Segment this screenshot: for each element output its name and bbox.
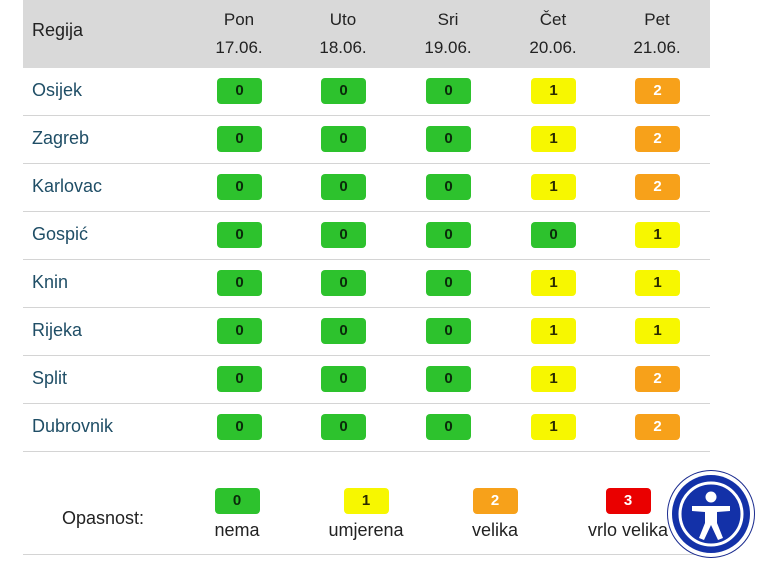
day-date: 19.06. [424, 38, 472, 57]
legend-badge: 0 [214, 488, 260, 514]
danger-badge: 0 [217, 222, 262, 248]
legend-badge: 2 [472, 488, 518, 514]
danger-badge: 1 [635, 270, 680, 296]
table-row: Karlovac 0 0 0 1 2 [23, 164, 710, 212]
region-link-knin[interactable]: Knin [32, 272, 69, 292]
table-row: Gospić 0 0 0 0 1 [23, 212, 710, 260]
legend-title: Opasnost: [62, 508, 145, 528]
danger-badge: 0 [321, 414, 366, 440]
danger-badge: 2 [635, 174, 680, 200]
day-header-wed: Sri 19.06. [403, 6, 493, 62]
legend-badge: 1 [343, 488, 389, 514]
danger-badge: 0 [217, 126, 262, 152]
danger-badge: 1 [531, 414, 576, 440]
table-row: Split 0 0 0 1 2 [23, 356, 710, 404]
danger-badge: 1 [531, 126, 576, 152]
danger-badge: 0 [426, 126, 471, 152]
danger-badge: 1 [531, 174, 576, 200]
danger-badge: 0 [217, 174, 262, 200]
region-link-dubrovnik[interactable]: Dubrovnik [32, 416, 114, 436]
danger-badge: 0 [531, 222, 576, 248]
day-header-thu: Čet 20.06. [508, 6, 598, 62]
danger-badge: 2 [635, 126, 680, 152]
day-header-fri: Pet 21.06. [612, 6, 702, 62]
danger-badge: 2 [635, 414, 680, 440]
legend-item-none: 0 nema [172, 488, 302, 541]
legend-label: velika [471, 520, 519, 540]
day-name: Sri [437, 10, 459, 29]
region-link-osijek[interactable]: Osijek [32, 80, 83, 100]
danger-badge: 0 [426, 78, 471, 104]
legend-item-very-high: 3 vrlo velika [563, 488, 693, 541]
danger-badge: 1 [635, 222, 680, 248]
region-column-header: Regija [32, 20, 84, 40]
danger-badge: 0 [321, 174, 366, 200]
day-date: 21.06. [633, 38, 681, 57]
day-name: Pet [644, 10, 670, 29]
danger-badge: 1 [531, 78, 576, 104]
table-row: Dubrovnik 0 0 0 1 2 [23, 404, 710, 452]
day-name: Pon [223, 10, 255, 29]
danger-badge: 0 [321, 318, 366, 344]
region-link-zagreb[interactable]: Zagreb [32, 128, 90, 148]
danger-badge: 0 [426, 414, 471, 440]
table-row: Rijeka 0 0 0 1 1 [23, 308, 710, 356]
danger-badge: 0 [321, 366, 366, 392]
legend-badge: 3 [605, 488, 651, 514]
day-name: Čet [539, 10, 567, 29]
day-date: 17.06. [215, 38, 263, 57]
accessibility-button-face [672, 475, 750, 553]
day-date: 20.06. [529, 38, 577, 57]
day-date: 18.06. [319, 38, 367, 57]
table-row: Osijek 0 0 0 1 2 [23, 68, 710, 116]
table-row: Knin 0 0 0 1 1 [23, 260, 710, 308]
legend-label: nema [214, 520, 260, 540]
danger-badge: 0 [217, 414, 262, 440]
danger-badge: 0 [426, 174, 471, 200]
legend-item-moderate: 1 umjerena [301, 488, 431, 541]
accessibility-button[interactable] [668, 471, 754, 557]
danger-badge: 0 [426, 366, 471, 392]
danger-badge: 0 [426, 318, 471, 344]
region-link-karlovac[interactable]: Karlovac [32, 176, 103, 196]
table-row: Zagreb 0 0 0 1 2 [23, 116, 710, 164]
danger-badge: 1 [531, 366, 576, 392]
danger-badge: 0 [217, 318, 262, 344]
day-header-tue: Uto 18.06. [298, 6, 388, 62]
danger-badge: 0 [217, 78, 262, 104]
danger-badge: 0 [321, 126, 366, 152]
accessibility-person-icon [678, 481, 744, 547]
forecast-table: Regija Pon 17.06. Uto 18.06. Sri 19.06. … [23, 0, 710, 452]
danger-badge: 2 [635, 78, 680, 104]
day-header-mon: Pon 17.06. [194, 6, 284, 62]
legend-label: umjerena [328, 520, 404, 540]
danger-badge: 1 [531, 270, 576, 296]
legend-item-high: 2 velika [430, 488, 560, 541]
danger-badge: 0 [426, 222, 471, 248]
danger-badge: 0 [426, 270, 471, 296]
table-header: Regija Pon 17.06. Uto 18.06. Sri 19.06. … [23, 0, 710, 68]
region-link-split[interactable]: Split [32, 368, 68, 388]
danger-badge: 1 [531, 318, 576, 344]
danger-badge: 0 [321, 222, 366, 248]
danger-badge: 2 [635, 366, 680, 392]
danger-badge: 0 [321, 270, 366, 296]
table-body: Osijek 0 0 0 1 2 Zagreb 0 0 0 1 2 Karlov… [23, 68, 710, 452]
danger-badge: 0 [217, 270, 262, 296]
danger-legend: Opasnost: 0 nema 1 umjerena 2 velika 3 v… [23, 470, 710, 555]
danger-badge: 0 [321, 78, 366, 104]
legend-label: vrlo velika [587, 520, 669, 540]
region-link-gospic[interactable]: Gospić [32, 224, 89, 244]
region-link-rijeka[interactable]: Rijeka [32, 320, 83, 340]
danger-badge: 0 [217, 366, 262, 392]
danger-badge: 1 [635, 318, 680, 344]
day-name: Uto [329, 10, 357, 29]
